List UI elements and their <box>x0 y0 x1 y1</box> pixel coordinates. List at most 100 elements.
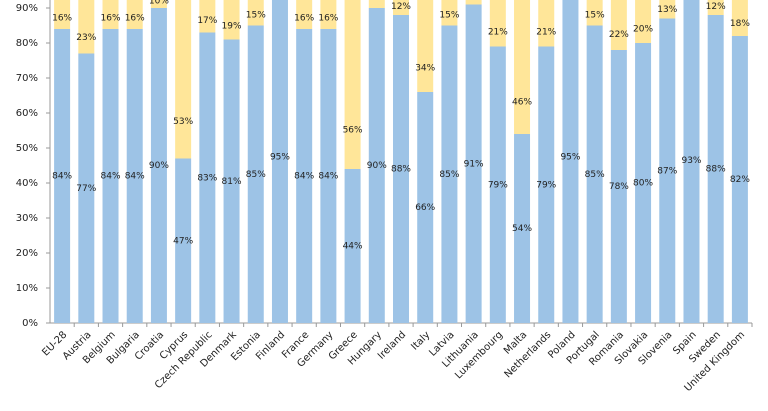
data-label: 16% <box>318 13 338 23</box>
data-label: 56% <box>343 125 363 135</box>
y-tick-label: 70% <box>16 73 38 84</box>
bar-segment <box>586 25 603 323</box>
data-label: 21% <box>488 27 508 37</box>
data-label: 81% <box>222 177 242 187</box>
data-label: 90% <box>367 161 387 171</box>
data-label: 87% <box>657 166 677 176</box>
data-label: 46% <box>512 97 532 107</box>
bar-segment <box>562 0 579 323</box>
data-label: 93% <box>681 156 701 166</box>
data-label: 85% <box>439 170 459 180</box>
data-label: 22% <box>609 30 629 40</box>
bar-segment <box>320 0 337 29</box>
data-label: 88% <box>391 165 411 175</box>
bar-segment <box>586 0 603 26</box>
bar-segment <box>393 0 409 15</box>
data-label: 17% <box>197 16 217 26</box>
data-label: 79% <box>536 180 556 190</box>
data-label: 16% <box>294 13 314 23</box>
bar-segment <box>54 0 71 29</box>
data-label: 84% <box>294 172 314 182</box>
bar-segment <box>417 92 434 323</box>
data-label: 90% <box>149 161 169 171</box>
bar-segment <box>659 0 676 19</box>
bar-segment <box>126 0 143 29</box>
bar-segment <box>296 0 313 29</box>
data-label: 13% <box>657 5 677 15</box>
bar-segment <box>344 0 361 169</box>
bar-segment <box>731 36 748 323</box>
bar-segment <box>102 29 119 323</box>
data-label: 85% <box>246 170 266 180</box>
data-label: 84% <box>101 172 121 182</box>
data-label: 15% <box>585 11 605 21</box>
data-label: 18% <box>730 19 750 29</box>
bar-segment <box>320 29 337 323</box>
data-label: 78% <box>609 182 629 192</box>
bar-segment <box>247 0 264 26</box>
data-label: 47% <box>173 236 193 246</box>
data-label: 21% <box>536 27 556 37</box>
bar-segment <box>368 0 385 8</box>
data-label: 80% <box>633 179 653 189</box>
bar-segment <box>175 0 192 159</box>
data-label: 10% <box>149 0 169 7</box>
data-label: 84% <box>125 172 145 182</box>
y-tick-label: 40% <box>16 178 38 189</box>
data-label: 95% <box>560 152 580 162</box>
data-label: 15% <box>246 11 266 21</box>
bar-segment <box>247 25 264 323</box>
bar-segment <box>102 0 119 29</box>
data-label: 16% <box>125 13 145 23</box>
bar-segment <box>707 15 724 323</box>
bar-segment <box>635 0 652 43</box>
bar-segment <box>514 0 531 134</box>
y-tick-label: 60% <box>16 108 38 119</box>
y-tick-label: 90% <box>16 3 38 14</box>
bar-segment <box>538 46 555 323</box>
bar-segment <box>635 43 652 323</box>
bar-segment <box>223 39 240 323</box>
bar-segment <box>368 8 385 323</box>
bar-segment <box>126 29 143 323</box>
bar-segment <box>344 169 361 323</box>
data-label: 20% <box>633 25 653 35</box>
bar-segment <box>441 0 458 26</box>
bar-segment <box>514 134 531 323</box>
bar-segment <box>393 15 409 323</box>
bar-segment <box>707 0 724 15</box>
data-label: 66% <box>415 203 435 213</box>
bar-segment <box>489 0 506 47</box>
data-label: 85% <box>585 170 605 180</box>
bar-segment <box>54 29 71 323</box>
bar-segment <box>78 0 95 54</box>
y-tick-label: 80% <box>16 38 38 49</box>
data-label: 83% <box>197 173 217 183</box>
data-label: 84% <box>318 172 338 182</box>
bar-segment <box>223 0 240 40</box>
y-tick-label: 0% <box>22 318 38 329</box>
data-label: 16% <box>52 13 72 23</box>
data-label: 53% <box>173 117 193 127</box>
bar-segment <box>199 0 216 33</box>
data-label: 19% <box>222 22 242 32</box>
bar-segment <box>683 0 700 323</box>
bar-segment <box>271 0 288 323</box>
bar-segment <box>296 29 313 323</box>
data-label: 54% <box>512 224 532 234</box>
bar-segment <box>731 0 748 36</box>
data-label: 95% <box>270 152 290 162</box>
data-label: 15% <box>439 11 459 21</box>
data-label: 91% <box>464 159 484 169</box>
y-tick-label: 10% <box>16 283 38 294</box>
data-label: 82% <box>730 175 750 185</box>
y-tick-label: 20% <box>16 248 38 259</box>
data-label: 16% <box>101 13 121 23</box>
data-label: 84% <box>52 172 72 182</box>
data-label: 44% <box>343 242 363 252</box>
data-label: 12% <box>706 2 726 12</box>
bar-segment <box>175 158 192 323</box>
data-label: 88% <box>706 165 726 175</box>
bar-segment <box>610 50 627 323</box>
